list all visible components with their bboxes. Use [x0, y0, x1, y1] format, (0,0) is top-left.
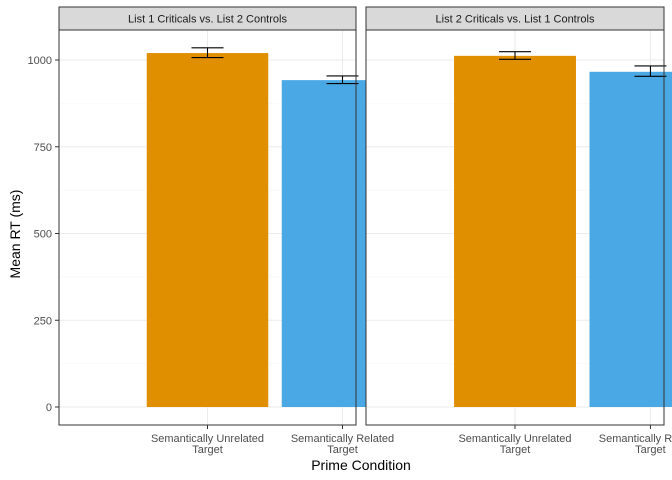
y-axis-title: Mean RT (ms) — [7, 190, 23, 279]
x-tick-label: Semantically Unrelated — [458, 433, 571, 445]
bar — [454, 55, 576, 407]
y-tick-label: 0 — [46, 402, 52, 414]
strip-background — [365, 6, 665, 31]
strip-background — [58, 6, 357, 31]
bar — [589, 71, 672, 407]
bar — [146, 53, 269, 408]
x-tick-label: Target — [327, 444, 358, 456]
y-tick-label: 500 — [34, 229, 52, 241]
x-tick-label: Target — [500, 444, 531, 456]
x-tick-label: Semantically Related — [291, 433, 394, 445]
x-axis-title: Prime Condition — [311, 457, 411, 473]
x-tick-label: Target — [635, 444, 666, 456]
x-tick-label: Semantically Related — [599, 433, 672, 445]
panel-title: List 1 Criticals vs. List 2 Controls — [128, 14, 287, 26]
y-tick-label: 750 — [34, 142, 52, 154]
y-tick-label: 250 — [34, 315, 52, 327]
x-tick-label: Semantically Unrelated — [151, 433, 264, 445]
y-tick-label: 1000 — [28, 55, 52, 67]
x-tick-label: Target — [192, 444, 223, 456]
panel-title: List 2 Criticals vs. List 1 Controls — [436, 14, 595, 26]
